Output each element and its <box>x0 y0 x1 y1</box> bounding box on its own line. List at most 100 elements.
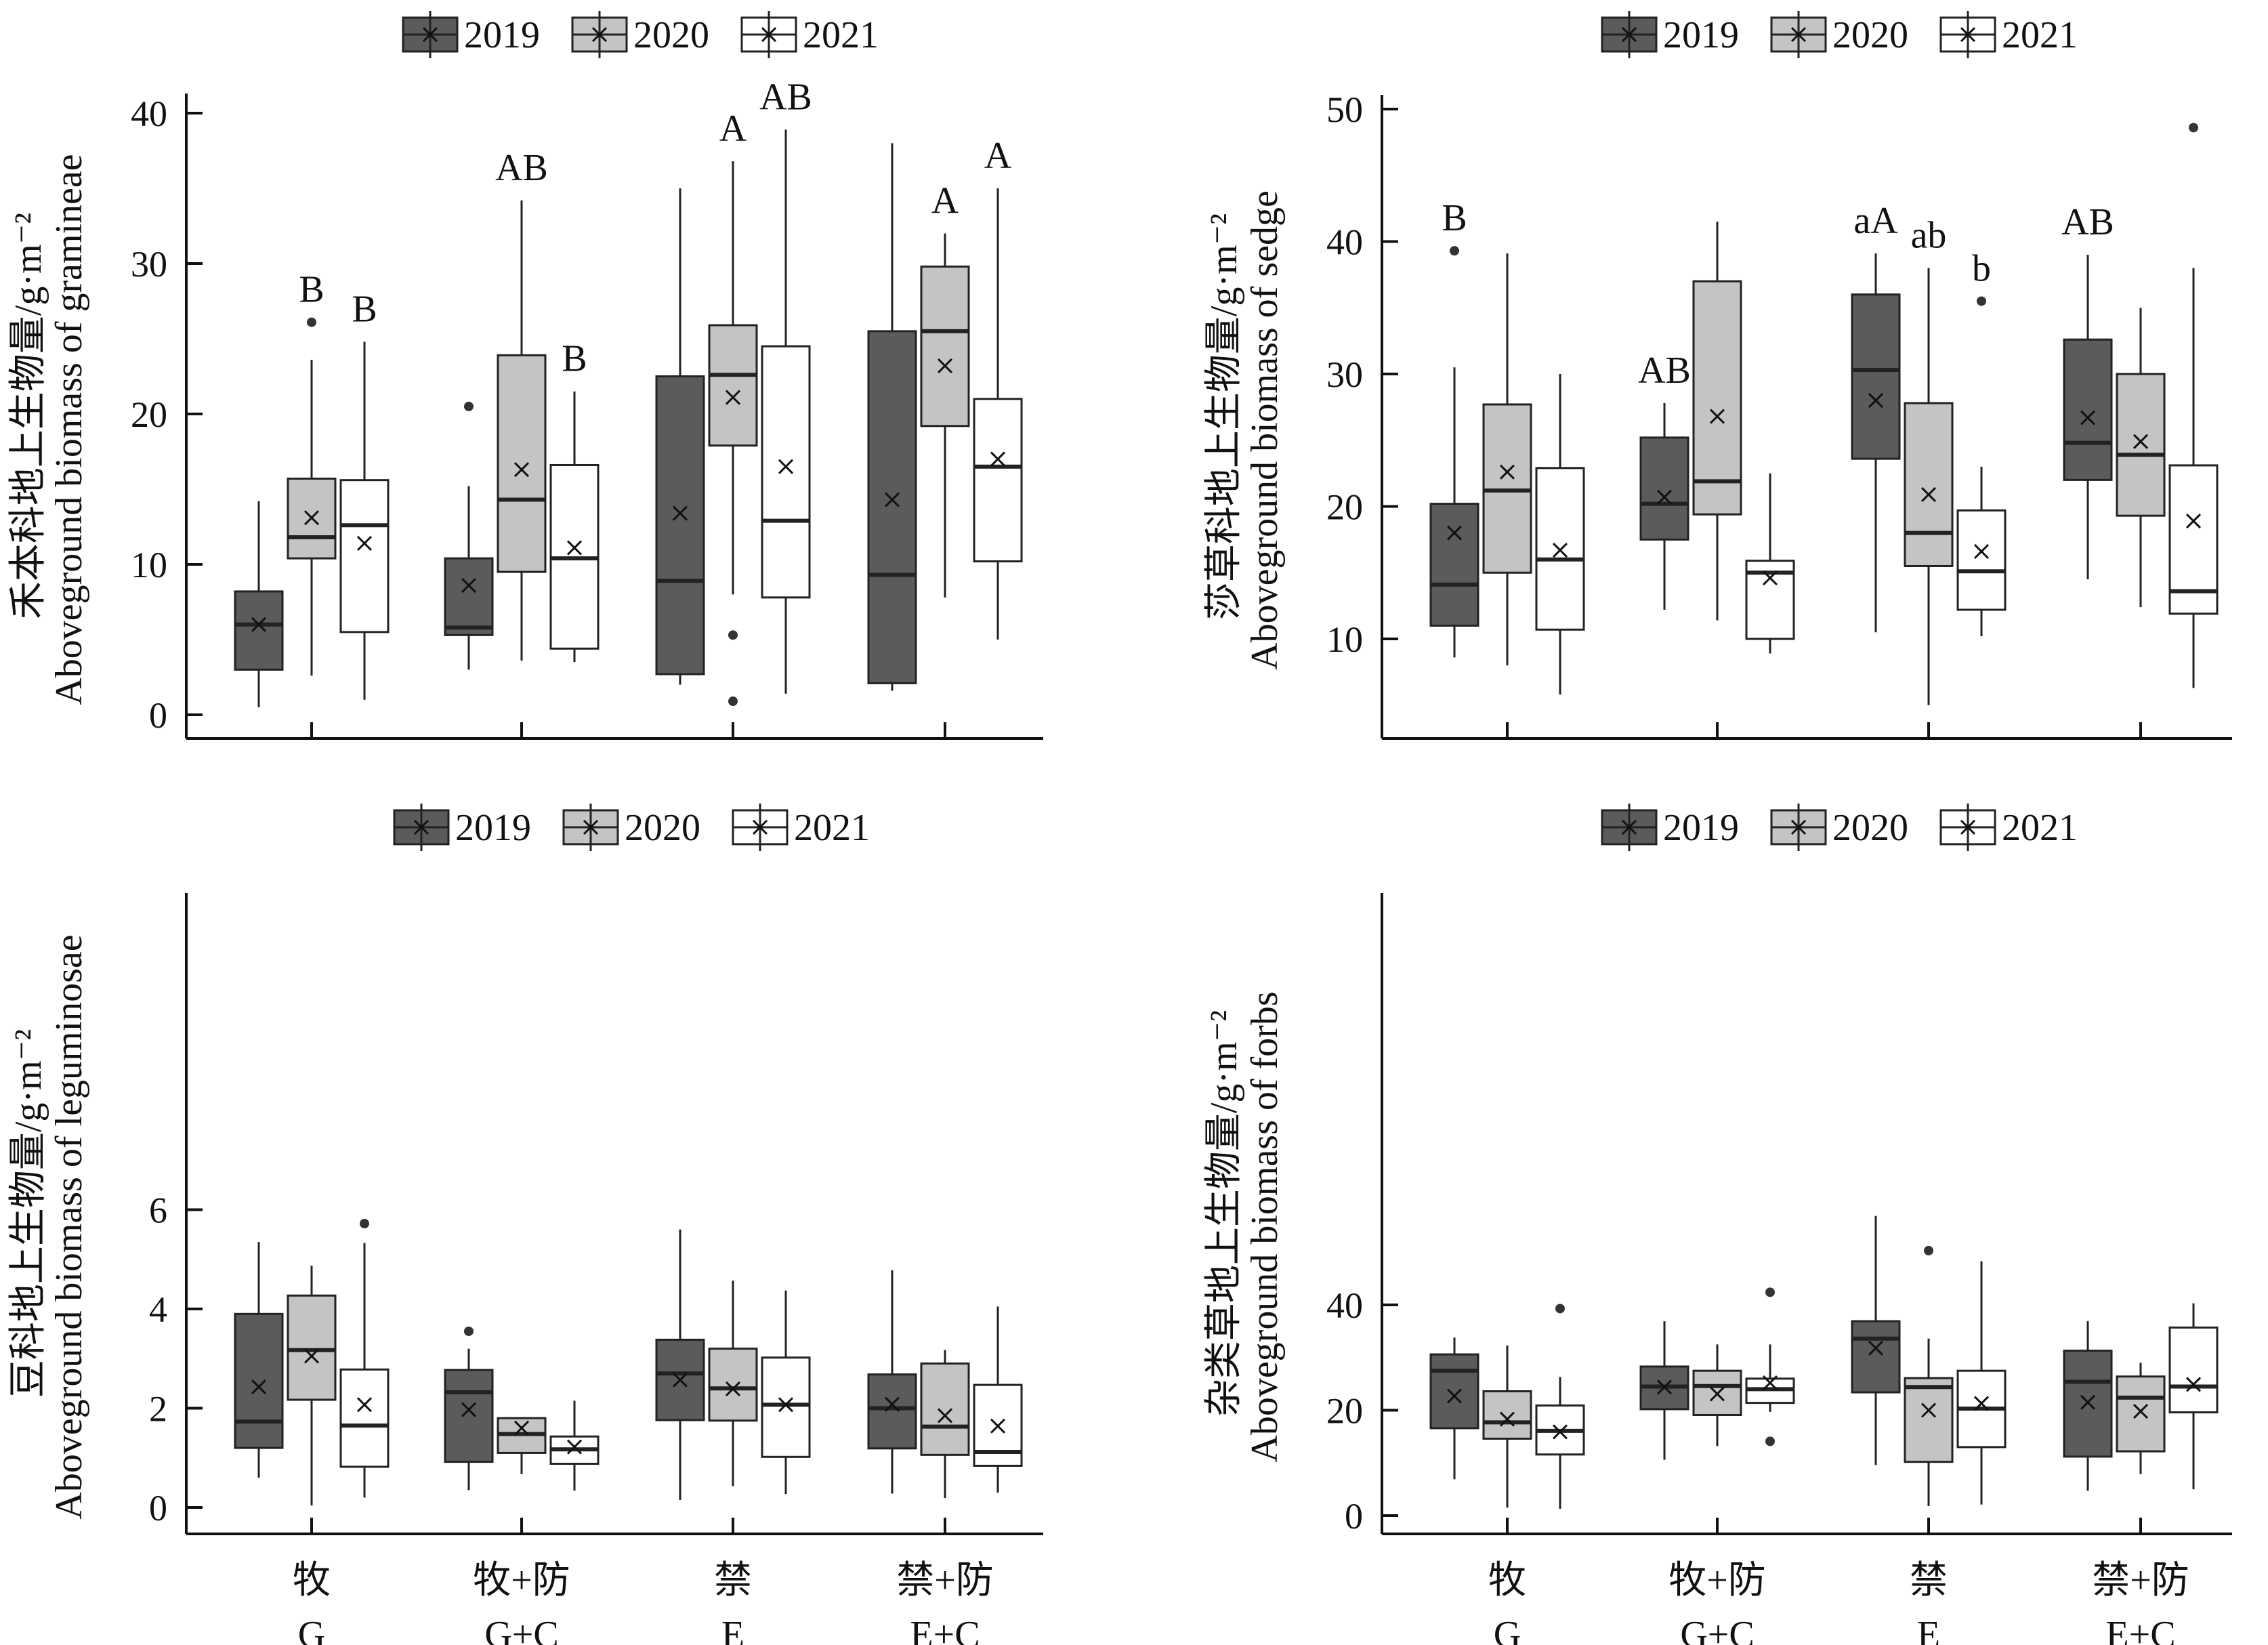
box-G+C-2020 <box>1692 222 1742 621</box>
y-tick-label: 6 <box>149 1190 167 1231</box>
box-iqr <box>287 1294 337 1401</box>
series-2020: B AB A A <box>287 108 970 707</box>
mean-marker <box>672 505 688 521</box>
mean-marker <box>1920 1402 1937 1418</box>
mean-marker <box>422 26 438 43</box>
y-axis-title-cn: 禾本科地上生物量/g·m⁻² <box>7 213 49 619</box>
box-G+C-2021 <box>549 1400 600 1491</box>
significance-label: AB <box>1638 350 1691 392</box>
box-iqr <box>497 354 547 573</box>
y-tick-label: 50 <box>1326 89 1363 130</box>
x-tick-label-en: E <box>721 1614 744 1645</box>
legend-item-2021: 2021 <box>740 11 879 58</box>
legend: 2019 2020 2021 <box>402 11 879 58</box>
mean-marker <box>725 1381 741 1396</box>
outlier-point <box>1450 246 1459 256</box>
box-iqr <box>2168 1326 2219 1414</box>
box-G-2019 <box>1429 1337 1479 1480</box>
series-2020 <box>287 1266 970 1506</box>
y-axis-title-en: Aboveground biomass of gramineae <box>48 154 90 705</box>
mean-marker <box>1656 489 1673 505</box>
y-tick-label: 10 <box>1326 619 1363 660</box>
outlier-point <box>1977 296 1986 306</box>
mean-marker <box>1621 26 1637 43</box>
x-tick-label-cn: 牧 <box>1488 1560 1526 1602</box>
y-axis-title-en: Aboveground biomass of forbs <box>1244 991 1286 1462</box>
significance-label: B <box>352 288 377 330</box>
y-tick-label: 30 <box>131 244 167 285</box>
legend-item-2020: 2020 <box>1770 804 1908 851</box>
y-tick-label: 0 <box>1345 1496 1363 1537</box>
box-iqr <box>973 398 1023 563</box>
mean-marker <box>1621 819 1637 835</box>
mean-marker <box>356 535 373 551</box>
mean-marker <box>413 819 429 835</box>
mean-marker <box>2185 513 2202 529</box>
outlier-point <box>2189 123 2198 133</box>
legend-label-2021: 2021 <box>2002 807 2078 849</box>
box-iqr <box>920 1362 970 1456</box>
significance-label: AB <box>2061 201 2114 243</box>
box-G+C-2020 <box>1692 1344 1742 1446</box>
box-E+C-2019 <box>2063 1321 2113 1491</box>
box-iqr <box>444 557 494 636</box>
y-tick-label: 4 <box>149 1289 167 1330</box>
box-iqr <box>708 324 758 447</box>
box-iqr <box>1429 1353 1479 1430</box>
significance-label: A <box>931 180 959 222</box>
legend-label-2019: 2019 <box>1663 807 1739 849</box>
series-2020 <box>1482 1245 2166 1508</box>
box-G+C-2019 <box>1639 1321 1689 1460</box>
y-tick-label: 20 <box>1326 1391 1363 1432</box>
y-tick-label: 10 <box>131 545 167 585</box>
mean-marker <box>1709 1386 1725 1402</box>
legend: 2019 2020 2021 <box>1601 804 2078 851</box>
box-iqr <box>1851 1320 1901 1394</box>
box-iqr <box>708 1348 758 1422</box>
box-G+C-2020: AB <box>495 147 548 661</box>
box-iqr <box>234 1312 284 1449</box>
significance-label: B <box>299 269 324 311</box>
legend: 2019 2020 2021 <box>1601 11 2078 58</box>
box-E+C-2020 <box>2116 1362 2166 1474</box>
outlier-point <box>360 1219 369 1229</box>
box-iqr <box>1851 293 1901 460</box>
box-G-2021 <box>1535 1304 1585 1509</box>
box-G+C-2021 <box>1745 1287 1795 1446</box>
mean-marker <box>990 1418 1006 1434</box>
x-tick-label-en: G <box>1494 1614 1521 1645</box>
box-E+C-2021: A <box>973 135 1023 640</box>
outlier-point <box>728 696 738 707</box>
mean-marker <box>1960 26 1976 43</box>
box-G+C-2020 <box>497 1417 547 1474</box>
mean-marker <box>513 462 530 478</box>
series-2020: ab <box>1482 215 2166 705</box>
box-G-2020 <box>287 1266 337 1506</box>
series-2021 <box>339 1219 1023 1498</box>
mean-marker <box>566 540 583 556</box>
mean-marker <box>1868 1340 1884 1356</box>
box-E-2019 <box>655 188 705 685</box>
significance-label: A <box>984 135 1012 177</box>
y-tick-label: 40 <box>131 93 167 134</box>
mean-marker <box>303 1348 320 1364</box>
mean-marker <box>1499 464 1515 480</box>
significance-label: B <box>562 338 587 380</box>
x-tick-label-cn: 禁+防 <box>2092 1560 2189 1602</box>
y-axis-title-cn: 莎草科地上生物量/g·m⁻² <box>1203 213 1245 620</box>
significance-label: AB <box>759 76 812 118</box>
mean-marker <box>937 1408 953 1423</box>
y-tick-label: 40 <box>1326 222 1363 263</box>
x-tick-label-en: G <box>298 1614 325 1645</box>
mean-marker <box>513 1420 530 1436</box>
y-axis-title-en: Aboveground biomass of sedge <box>1244 190 1286 670</box>
y-axis-title-en: Aboveground biomass of leguminosae <box>48 934 90 1519</box>
box-iqr <box>2116 373 2166 517</box>
box-G+C-2021 <box>1745 473 1795 654</box>
mean-marker <box>566 1439 583 1455</box>
box-G-2021: B <box>339 288 390 700</box>
panel-forbs: 2019 2020 2021 0 20 40 杂类草地上生物量/g·m⁻²Abovegrou… <box>1203 804 2232 1645</box>
y-axis-title-cn: 杂类草地上生物量/g·m⁻² <box>1203 1010 1245 1417</box>
box-G-2021 <box>339 1219 390 1498</box>
box-iqr <box>339 1368 390 1468</box>
